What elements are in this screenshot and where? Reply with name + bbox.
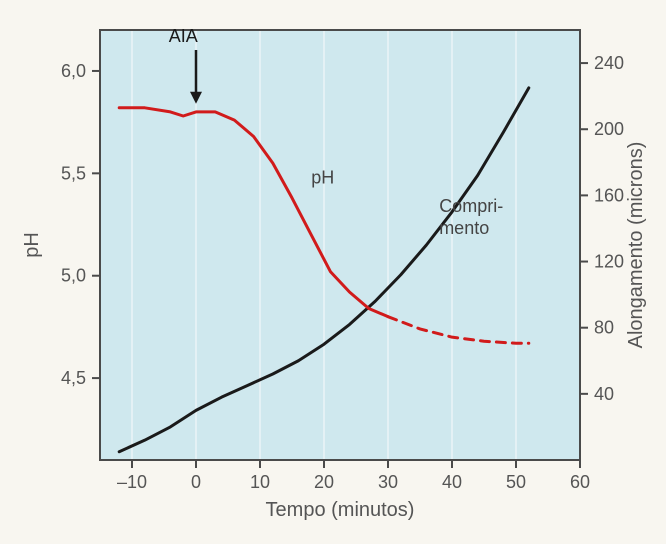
y-left-tick-label: 5,5 <box>61 163 86 183</box>
x-tick-label: 40 <box>442 472 462 492</box>
x-tick-label: 0 <box>191 472 201 492</box>
x-tick-label: 30 <box>378 472 398 492</box>
annotation-ph: pH <box>311 168 334 188</box>
y-right-tick-label: 200 <box>594 119 624 139</box>
x-tick-label: 20 <box>314 472 334 492</box>
y-left-tick-label: 4,5 <box>61 368 86 388</box>
y-left-tick-label: 5,0 <box>61 266 86 286</box>
x-tick-label: 50 <box>506 472 526 492</box>
y-right-tick-label: 120 <box>594 252 624 272</box>
y-right-tick-label: 80 <box>594 318 614 338</box>
y-left-tick-label: 6,0 <box>61 61 86 81</box>
annotation-comprimento-1: Compri- <box>439 196 503 216</box>
plot-area <box>100 30 580 460</box>
x-tick-label: –10 <box>117 472 147 492</box>
dual-axis-line-chart: –10 0 10 20 30 40 50 60 Tempo (minutos) 4,5 5,0 5,5… <box>0 0 666 544</box>
y-right-tick-label: 40 <box>594 384 614 404</box>
x-tick-label: 60 <box>570 472 590 492</box>
y-right-tick-label: 160 <box>594 185 624 205</box>
x-tick-label: 10 <box>250 472 270 492</box>
y-left-axis-label: pH <box>21 232 43 258</box>
annotation-aia: AIA <box>169 26 198 46</box>
annotation-comprimento-2: mento <box>439 218 489 238</box>
y-right-axis-label: Alongamento (microns) <box>625 142 647 349</box>
y-right-tick-label: 240 <box>594 53 624 73</box>
x-axis-label: Tempo (minutos) <box>266 499 415 521</box>
